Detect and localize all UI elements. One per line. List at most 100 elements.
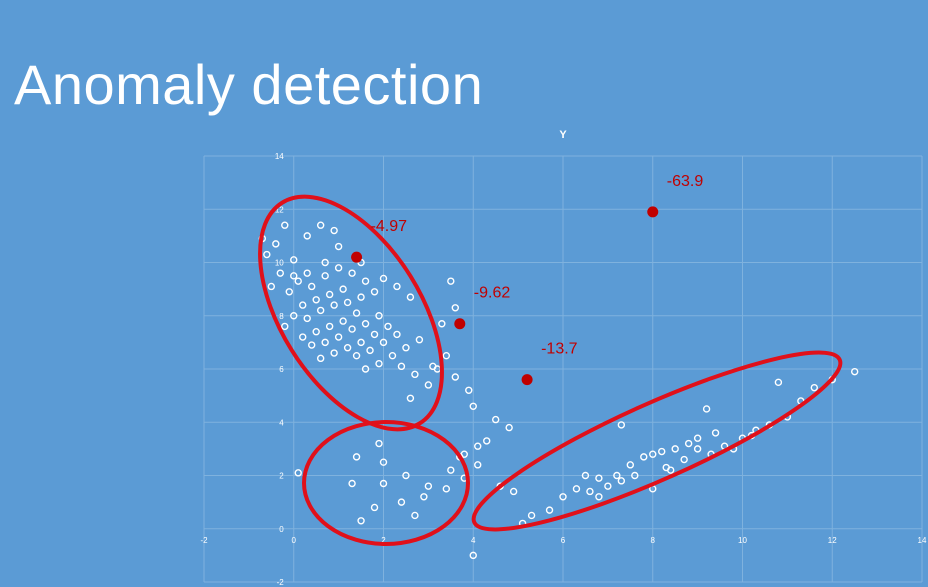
data-point [379,274,388,283]
data-point [294,469,302,477]
data-point [375,312,383,320]
anomaly-score-label: -4.97 [371,218,408,235]
data-point [402,344,410,352]
data-point [509,487,518,496]
data-point [334,333,343,341]
data-points [258,221,859,560]
axis-tick-labels: -2 0 2 4 6 8 10 12 14 -2 0 2 4 6 8 10 12 14 [200,152,927,587]
x-tick-label: 14 [918,536,927,545]
y-tick-label: 6 [279,365,284,374]
data-point [393,282,401,291]
y-tick-label: 14 [275,152,284,161]
data-point [424,482,433,490]
data-point [290,272,298,280]
data-point [321,258,329,267]
data-point [339,317,347,325]
anomaly-points: -4.97 -9.62 -13.7 -63.9 [351,173,704,386]
data-point [334,264,343,272]
x-tick-label: -2 [200,536,208,545]
data-point [693,434,702,442]
data-point [483,437,491,445]
cluster-outline-upper-left [258,194,444,432]
data-point [411,370,419,379]
anomaly-point [351,251,363,263]
data-point [388,351,397,360]
data-point [438,320,446,328]
data-point [649,450,657,458]
data-point [361,277,370,285]
data-point [330,349,338,357]
data-point [442,351,451,360]
data-point [375,359,383,368]
data-point [370,503,379,512]
data-point [680,455,688,464]
data-point [352,453,361,461]
data-point [411,511,419,520]
data-point [281,221,289,229]
data-point [469,402,477,410]
data-point [312,296,320,304]
data-point [469,551,477,560]
y-tick-label: 12 [275,205,284,214]
x-tick-label: 10 [738,536,747,545]
data-point [316,306,325,315]
cluster-outlines [258,194,843,546]
data-point [451,304,459,312]
data-point [366,346,374,355]
data-point [290,256,298,264]
data-point [617,421,626,429]
data-point [810,383,818,392]
data-point [586,487,594,496]
slide-title: Anomaly detection [14,53,484,116]
data-point [299,333,307,341]
data-point [321,272,329,280]
data-point [343,344,352,352]
data-point [370,288,379,296]
cluster-outline-right [471,350,843,532]
anomaly-score-label: -9.62 [474,285,511,302]
anomaly-point [521,374,533,386]
x-tick-label: 4 [471,536,476,545]
data-point [361,320,370,328]
data-point [774,378,783,387]
data-point [348,325,356,333]
x-tick-label: 12 [828,536,837,545]
data-point [451,373,459,381]
y-tick-label: -2 [277,578,285,587]
data-point [397,362,406,371]
data-point [267,282,276,291]
data-point [415,336,424,344]
data-point [272,240,280,248]
data-point [334,242,343,251]
data-point [308,341,316,349]
data-point [357,293,365,301]
data-point [263,250,271,259]
data-point [613,471,621,480]
y-tick-label: 10 [275,259,284,268]
data-point [290,312,298,320]
data-point [312,328,320,336]
anomaly-score-label: -63.9 [667,173,704,190]
data-point [357,517,365,525]
data-point [352,309,361,317]
x-tick-label: 6 [561,536,566,545]
data-point [617,477,626,485]
data-point [447,277,455,285]
data-point [316,354,325,363]
data-point [850,367,859,376]
anomaly-point [647,206,659,218]
data-point [303,314,311,323]
data-point [330,226,338,235]
data-point [370,330,379,339]
data-point [384,322,392,331]
y-tick-label: 8 [279,312,284,321]
data-point [339,285,347,293]
data-point [424,381,433,389]
data-point [379,338,388,347]
data-point [595,474,603,482]
x-tick-label: 0 [292,536,297,545]
data-point [352,351,361,360]
data-point [505,423,513,432]
data-point [281,322,289,331]
